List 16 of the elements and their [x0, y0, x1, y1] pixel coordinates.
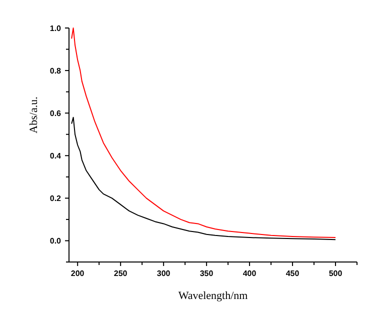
- x-axis-title: Wavelength/nm: [178, 290, 248, 302]
- x-tick-label: 300: [156, 269, 171, 278]
- y-tick-label: 0.4: [50, 152, 62, 161]
- y-tick-label: 0.0: [50, 236, 62, 246]
- y-tick-label: 0.2: [50, 194, 62, 204]
- x-tick-label: 500: [328, 269, 343, 278]
- y-axis-title: Abs/a.u.: [28, 96, 40, 134]
- y-tick-label: 0.6: [50, 109, 62, 118]
- line-series: [71, 28, 336, 238]
- x-tick-label: 200: [70, 269, 85, 278]
- x-tick-label: 400: [242, 269, 257, 278]
- x-tick-label: 350: [200, 269, 214, 278]
- y-tick-label: 1.0: [50, 24, 62, 33]
- x-tick-label: 450: [286, 269, 300, 278]
- y-tick-label: 0.8: [50, 66, 62, 76]
- x-tick-label: 250: [114, 269, 128, 278]
